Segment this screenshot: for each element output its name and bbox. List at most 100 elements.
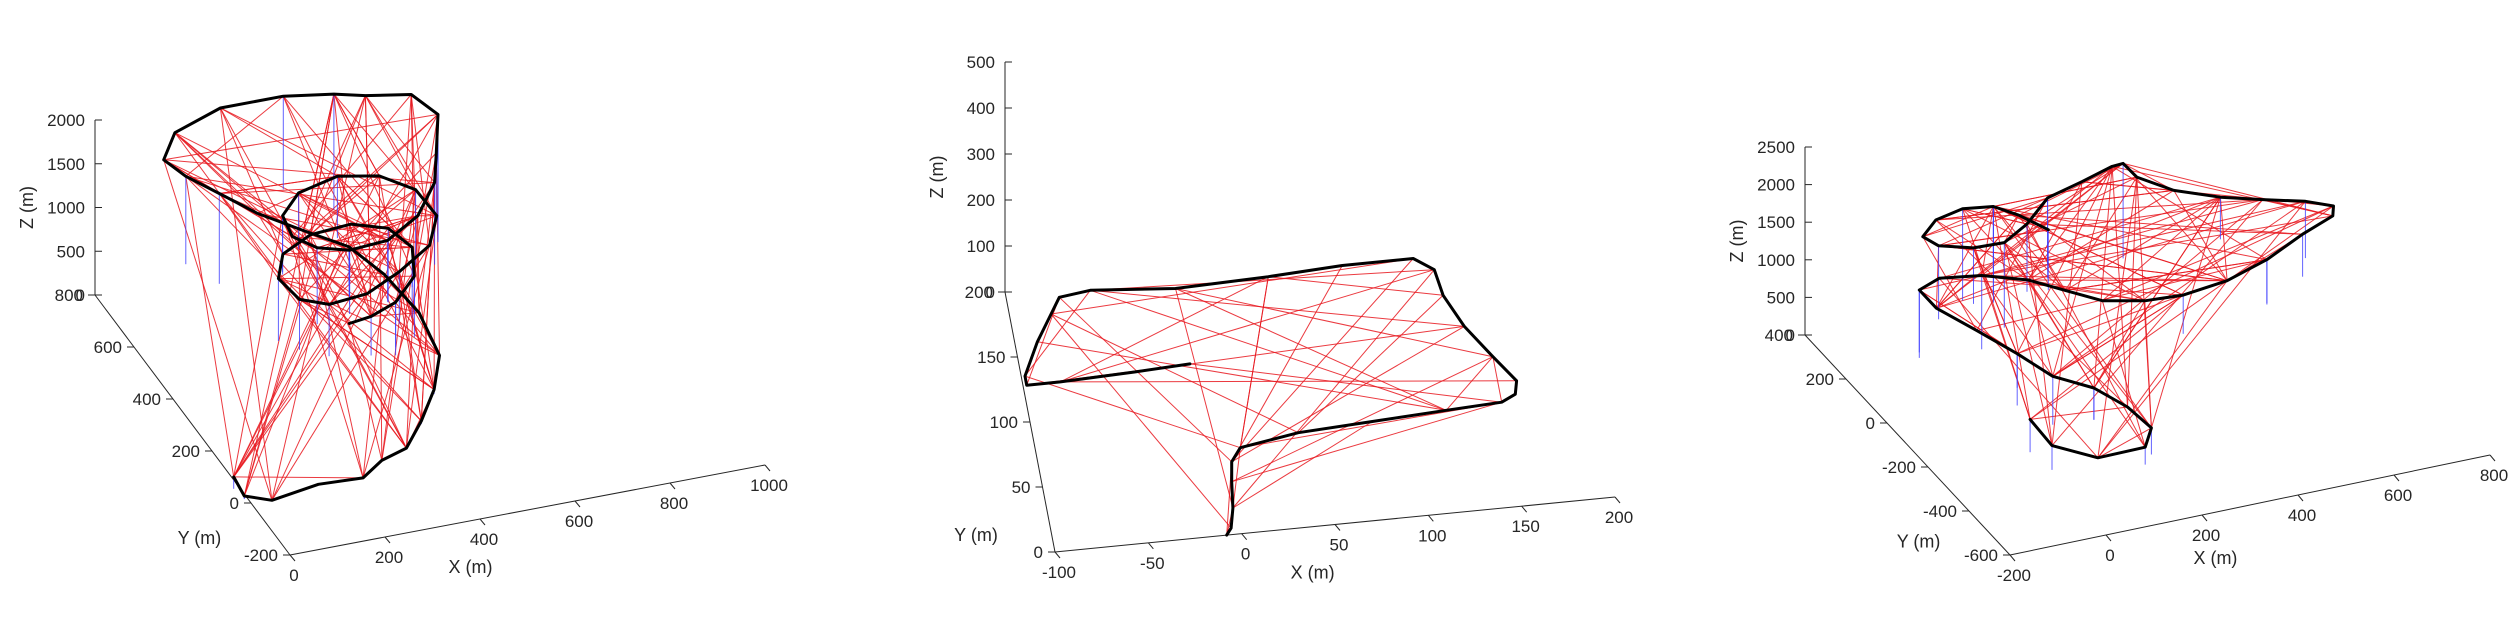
loop-closure-line: [1993, 176, 2137, 207]
loop-closure-line: [174, 132, 388, 241]
loop-closure-line: [420, 182, 436, 422]
loop-closure-line: [220, 107, 338, 177]
loop-closure-line: [1976, 197, 2049, 331]
loop-closure-line: [309, 175, 380, 236]
loop-closure-line: [282, 253, 385, 276]
loop-closure-line: [1024, 289, 1091, 377]
loop-closure-line: [1268, 276, 1444, 296]
x-axis-line: [289, 464, 766, 556]
loop-closure-line: [1231, 401, 1502, 483]
loop-closure-line: [2027, 279, 2054, 377]
z-tick-label: 2000: [1757, 176, 1795, 195]
y-axis-title: Y (m): [954, 525, 998, 545]
loop-closure-line: [218, 193, 279, 279]
loop-closure-line: [348, 246, 400, 273]
z-tick-label: 0: [76, 286, 85, 305]
loop-closure-line: [398, 94, 412, 272]
x-tick-label: 400: [2288, 506, 2316, 525]
y-axis-title: Y (m): [178, 528, 222, 548]
loop-closure-line: [2030, 406, 2128, 420]
loop-closure-line: [1936, 214, 2020, 309]
loop-closure-line: [1232, 269, 1435, 509]
loop-closure-line: [1962, 208, 2031, 420]
loop-closure-line: [1939, 196, 2221, 279]
loop-closure-line: [362, 274, 385, 478]
loop-closure-line: [278, 189, 416, 280]
loop-closure-line: [243, 247, 318, 497]
loop-closure-line: [1060, 380, 1517, 383]
loop-closure-line: [233, 182, 436, 478]
x-tick-label: 600: [565, 512, 593, 531]
loop-closure-line: [243, 299, 300, 497]
y-tick-label: 400: [1765, 326, 1793, 345]
x-axis-title: X (m): [1291, 563, 1335, 583]
loop-closure-line: [2003, 242, 2152, 429]
loop-closure-line: [2101, 196, 2221, 302]
loop-closure-line: [1981, 275, 2228, 282]
loop-closure-line: [2003, 242, 2053, 446]
loop-closure-line: [1297, 294, 1444, 434]
x-tick-label: -100: [1042, 563, 1076, 582]
loop-closure-line: [233, 215, 284, 477]
y-tick-label: -200: [244, 546, 278, 565]
loop-closure-line: [1051, 258, 1414, 315]
loop-closure-line: [1935, 206, 1994, 309]
loop-closure-line: [1938, 199, 2263, 247]
loop-closure-line: [1232, 421, 1373, 509]
loop-closure-line: [337, 175, 413, 248]
z-tick-label: 400: [967, 99, 995, 118]
y-tick-label: 200: [172, 442, 200, 461]
loop-closure-line: [219, 107, 273, 501]
loop-closure-line: [2052, 200, 2306, 377]
y-tick-label: 100: [990, 413, 1018, 432]
z-tick-label: 1000: [47, 199, 85, 218]
loop-closure-line: [233, 293, 368, 478]
x-tick-mark: [1054, 551, 1061, 559]
loop-closure-line: [350, 223, 400, 273]
loop-closure-line: [348, 246, 440, 356]
x-tick-label: -50: [1140, 554, 1165, 573]
loop-closure-line: [2004, 176, 2138, 244]
x-tick-mark: [1521, 505, 1528, 513]
loop-closure-line: [1189, 363, 1502, 403]
loop-closure-line: [2051, 199, 2264, 446]
x-tick-label: 200: [2192, 526, 2220, 545]
x-tick-mark: [1614, 496, 1621, 504]
loop-closure-line: [1050, 313, 1232, 529]
loop-closure-line: [174, 132, 318, 249]
loop-closure-line: [278, 278, 440, 356]
y-tick-label: 800: [55, 286, 83, 305]
z-tick-label: 0: [986, 283, 995, 302]
x-tick-label: 600: [2384, 486, 2412, 505]
x-tick-label: 0: [289, 566, 298, 585]
loop-closure-line: [282, 215, 350, 324]
loop-closure-line: [2018, 214, 2303, 235]
x-tick-label: 100: [1418, 526, 1446, 545]
loop-closure-line: [1935, 199, 2263, 221]
loop-closure-line: [2093, 300, 2146, 389]
x-tick-label: 0: [1241, 545, 1250, 564]
loop-closure-line: [185, 175, 437, 217]
x-tick-mark: [764, 464, 771, 472]
x-tick-label: 200: [1605, 508, 1633, 527]
z-tick-label: 200: [967, 191, 995, 210]
z-tick-label: 500: [57, 242, 85, 261]
loop-closure-line: [1935, 189, 2174, 221]
x-tick-label: 800: [660, 494, 688, 513]
loop-closure-line: [350, 223, 430, 246]
x-tick-mark: [2297, 494, 2304, 502]
loop-closure-line: [1090, 289, 1447, 411]
loop-closure-line: [1993, 206, 2184, 296]
loop-closure-line: [2102, 205, 2334, 302]
loop-closure-line: [328, 227, 389, 305]
z-tick-label: 2500: [1757, 138, 1795, 157]
x-tick-mark: [479, 518, 486, 526]
x-tick-label: 200: [375, 548, 403, 567]
x-axis-title: X (m): [449, 557, 493, 577]
loop-closure-line: [417, 215, 420, 313]
loop-closure-line: [1938, 277, 2099, 459]
loop-closure-line: [2262, 199, 2333, 217]
x-tick-label: -200: [1997, 566, 2031, 585]
loop-closure-line: [292, 94, 412, 237]
